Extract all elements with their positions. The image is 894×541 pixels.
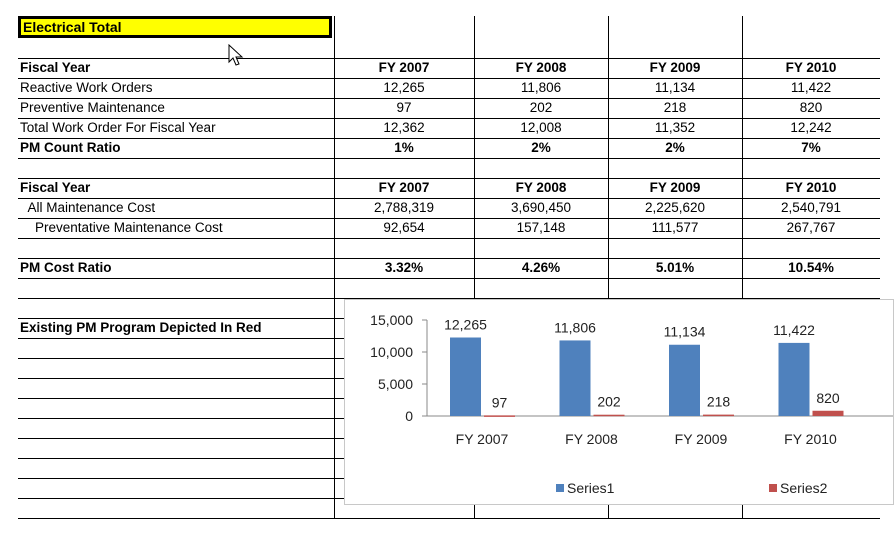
bar-chart-svg: 15,000 10,000 5,000 0 12,265 97 FY 2007 11,806 2… bbox=[370, 312, 893, 496]
legend-swatch bbox=[556, 484, 564, 492]
value-cell[interactable]: 11,422 bbox=[790, 80, 832, 95]
legend-label: Series1 bbox=[567, 480, 615, 496]
value-cell[interactable]: 820 bbox=[799, 100, 823, 115]
value-cell[interactable]: 267,767 bbox=[786, 220, 836, 235]
y-tick-label: 15,000 bbox=[370, 312, 413, 328]
ratio-value-cell[interactable]: 3.32% bbox=[384, 260, 424, 275]
value-cell[interactable]: 2,788,319 bbox=[373, 200, 435, 215]
row-label[interactable]: Total Work Order For Fiscal Year bbox=[20, 120, 216, 135]
value-cell[interactable]: 202 bbox=[529, 100, 553, 115]
ratio-value-cell[interactable]: 1% bbox=[394, 140, 414, 155]
ratio-value-cell[interactable]: 2% bbox=[531, 140, 551, 155]
table-row bbox=[18, 278, 880, 299]
series1-data-label: 11,806 bbox=[554, 319, 596, 335]
legend-label: Series2 bbox=[780, 480, 828, 496]
table-row bbox=[18, 158, 880, 179]
chart-caption[interactable]: Existing PM Program Depicted In Red bbox=[20, 320, 262, 335]
series1-data-label: 12,265 bbox=[444, 317, 487, 333]
column-divider bbox=[742, 16, 743, 519]
table-row: Preventative Maintenance Cost 92,654 157,1… bbox=[18, 218, 880, 239]
ratio-value-cell[interactable]: 10.54% bbox=[788, 260, 834, 275]
value-cell[interactable]: 3,690,450 bbox=[510, 200, 572, 215]
fiscal-year-header[interactable]: Fiscal Year bbox=[20, 180, 91, 195]
value-cell[interactable]: 97 bbox=[396, 100, 412, 115]
year-header-cell[interactable]: FY 2010 bbox=[785, 60, 837, 75]
sheet-title: Electrical Total bbox=[23, 19, 122, 35]
table-row: Preventive Maintenance 97 202 218 820 bbox=[18, 98, 880, 119]
series1-bar bbox=[778, 342, 810, 416]
series2-data-label: 97 bbox=[492, 394, 508, 410]
x-tick-label: FY 2007 bbox=[456, 431, 509, 447]
series2-data-label: 202 bbox=[597, 394, 621, 410]
series2-data-label: 218 bbox=[707, 394, 731, 410]
series1-data-label: 11,134 bbox=[664, 324, 706, 340]
value-cell[interactable]: 11,806 bbox=[520, 80, 562, 95]
table-row: Reactive Work Orders 12,265 11,806 11,134 11… bbox=[18, 78, 880, 99]
ratio-label[interactable]: PM Cost Ratio bbox=[20, 260, 112, 275]
value-cell[interactable]: 111,577 bbox=[651, 220, 699, 235]
row-label[interactable]: All Maintenance Cost bbox=[20, 200, 156, 215]
series1-bar bbox=[559, 340, 591, 416]
y-tick-label: 5,000 bbox=[378, 376, 413, 392]
value-cell[interactable]: 12,362 bbox=[383, 120, 425, 135]
table-row: Total Work Order For Fiscal Year 12,362 12… bbox=[18, 118, 880, 139]
table-row: Fiscal Year FY 2007 FY 2008 FY 2009 FY 2010 bbox=[18, 178, 880, 199]
ratio-value-cell[interactable]: 2% bbox=[665, 140, 685, 155]
table-row bbox=[18, 38, 880, 59]
series2-bar bbox=[593, 414, 625, 417]
year-header-cell[interactable]: FY 2009 bbox=[649, 60, 701, 75]
series2-bar bbox=[703, 414, 734, 417]
row-label[interactable]: Reactive Work Orders bbox=[20, 80, 153, 95]
value-cell[interactable]: 2,540,791 bbox=[780, 200, 842, 215]
table-row bbox=[18, 238, 880, 259]
x-tick-label: FY 2010 bbox=[784, 431, 837, 447]
series2-bar bbox=[812, 410, 844, 416]
table-row: PM Cost Ratio 3.32% 4.26% 5.01% 10.54% bbox=[18, 258, 880, 279]
series1-data-label: 11,422 bbox=[773, 322, 815, 338]
value-cell[interactable]: 12,008 bbox=[520, 120, 562, 135]
series1-bar bbox=[450, 337, 481, 416]
sheet-title-cell[interactable]: Electrical Total bbox=[18, 16, 332, 38]
x-tick-label: FY 2009 bbox=[675, 431, 728, 447]
ratio-value-cell[interactable]: 7% bbox=[801, 140, 821, 155]
fiscal-year-header[interactable]: Fiscal Year bbox=[20, 60, 91, 75]
value-cell[interactable]: 2,225,620 bbox=[644, 200, 706, 215]
value-cell[interactable]: 11,134 bbox=[654, 80, 696, 95]
value-cell[interactable]: 92,654 bbox=[383, 220, 425, 235]
legend-swatch bbox=[769, 484, 777, 492]
ratio-label[interactable]: PM Count Ratio bbox=[20, 140, 121, 155]
row-label[interactable]: Preventative Maintenance Cost bbox=[20, 220, 223, 235]
year-header-cell[interactable]: FY 2010 bbox=[785, 180, 837, 195]
x-tick-label: FY 2008 bbox=[565, 431, 618, 447]
value-cell[interactable]: 12,265 bbox=[383, 80, 425, 95]
year-header-cell[interactable]: FY 2007 bbox=[378, 180, 430, 195]
value-cell[interactable]: 218 bbox=[663, 100, 687, 115]
year-header-cell[interactable]: FY 2009 bbox=[649, 180, 701, 195]
y-tick-label: 10,000 bbox=[370, 344, 413, 360]
row-label[interactable]: Preventive Maintenance bbox=[20, 100, 165, 115]
ratio-value-cell[interactable]: 5.01% bbox=[655, 260, 695, 275]
table-row: PM Count Ratio 1% 2% 2% 7% bbox=[18, 138, 880, 159]
table-row: Fiscal Year FY 2007 FY 2008 FY 2009 FY 2010 bbox=[18, 58, 880, 79]
bar-chart[interactable]: 15,000 10,000 5,000 0 12,265 97 FY 2007 11,806 2… bbox=[344, 299, 894, 505]
mouse-cursor-icon bbox=[228, 44, 244, 66]
year-header-cell[interactable]: FY 2007 bbox=[378, 60, 430, 75]
series2-data-label: 820 bbox=[816, 390, 840, 406]
year-header-cell[interactable]: FY 2008 bbox=[515, 180, 567, 195]
value-cell[interactable]: 12,242 bbox=[790, 120, 832, 135]
table-row bbox=[18, 498, 880, 519]
value-cell[interactable]: 11,352 bbox=[654, 120, 696, 135]
ratio-value-cell[interactable]: 4.26% bbox=[521, 260, 561, 275]
column-divider bbox=[474, 16, 475, 519]
table-row: All Maintenance Cost 2,788,319 3,690,450 2,… bbox=[18, 198, 880, 219]
column-divider bbox=[334, 16, 335, 519]
value-cell[interactable]: 157,148 bbox=[516, 220, 566, 235]
year-header-cell[interactable]: FY 2008 bbox=[515, 60, 567, 75]
series1-bar bbox=[669, 344, 700, 416]
y-tick-label: 0 bbox=[405, 408, 413, 424]
series2-bar bbox=[484, 415, 515, 417]
column-divider bbox=[608, 16, 609, 519]
